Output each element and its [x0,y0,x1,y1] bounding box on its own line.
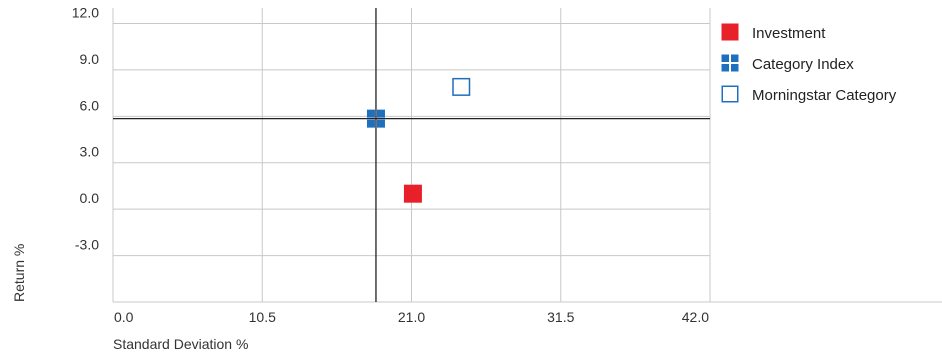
y-tick-label: 3.0 [80,144,100,160]
category-index-point-cell [376,109,385,118]
x-axis-title: Standard Deviation % [113,336,248,352]
investment-point [403,184,422,203]
category-index-point-cell [376,119,385,128]
x-tick-label: 0.0 [114,309,134,325]
y-tick-label: 9.0 [80,51,100,67]
legend-investment-swatch [721,23,739,41]
legend-category-index-swatch-cell [731,54,739,62]
legend-category-index-swatch-cell [721,54,729,62]
legend-morningstar-category-swatch [721,85,739,103]
legend-category-index-label: Category Index [752,56,854,73]
y-tick-label: -3.0 [75,237,99,253]
morningstar-category-point [452,77,471,96]
legend-morningstar-category-label: Morningstar Category [752,87,897,104]
legend-investment-label: Investment [752,25,826,42]
x-tick-label: 10.5 [249,309,276,325]
x-tick-label: 42.0 [682,309,709,325]
legend-category-index-swatch-cell [731,64,739,72]
category-index-point-cell [366,119,375,128]
y-tick-label: 12.0 [72,4,99,20]
category-index-point [366,109,385,128]
x-tick-label: 21.0 [398,309,425,325]
legend-category-index-swatch-cell [721,64,729,72]
y-axis-title: Return % [11,244,27,302]
y-tick-label: 6.0 [80,97,100,113]
y-tick-label: 0.0 [80,190,100,206]
legend-category-index-swatch [721,54,739,72]
category-index-point-cell [366,109,375,118]
x-tick-label: 31.5 [547,309,574,325]
